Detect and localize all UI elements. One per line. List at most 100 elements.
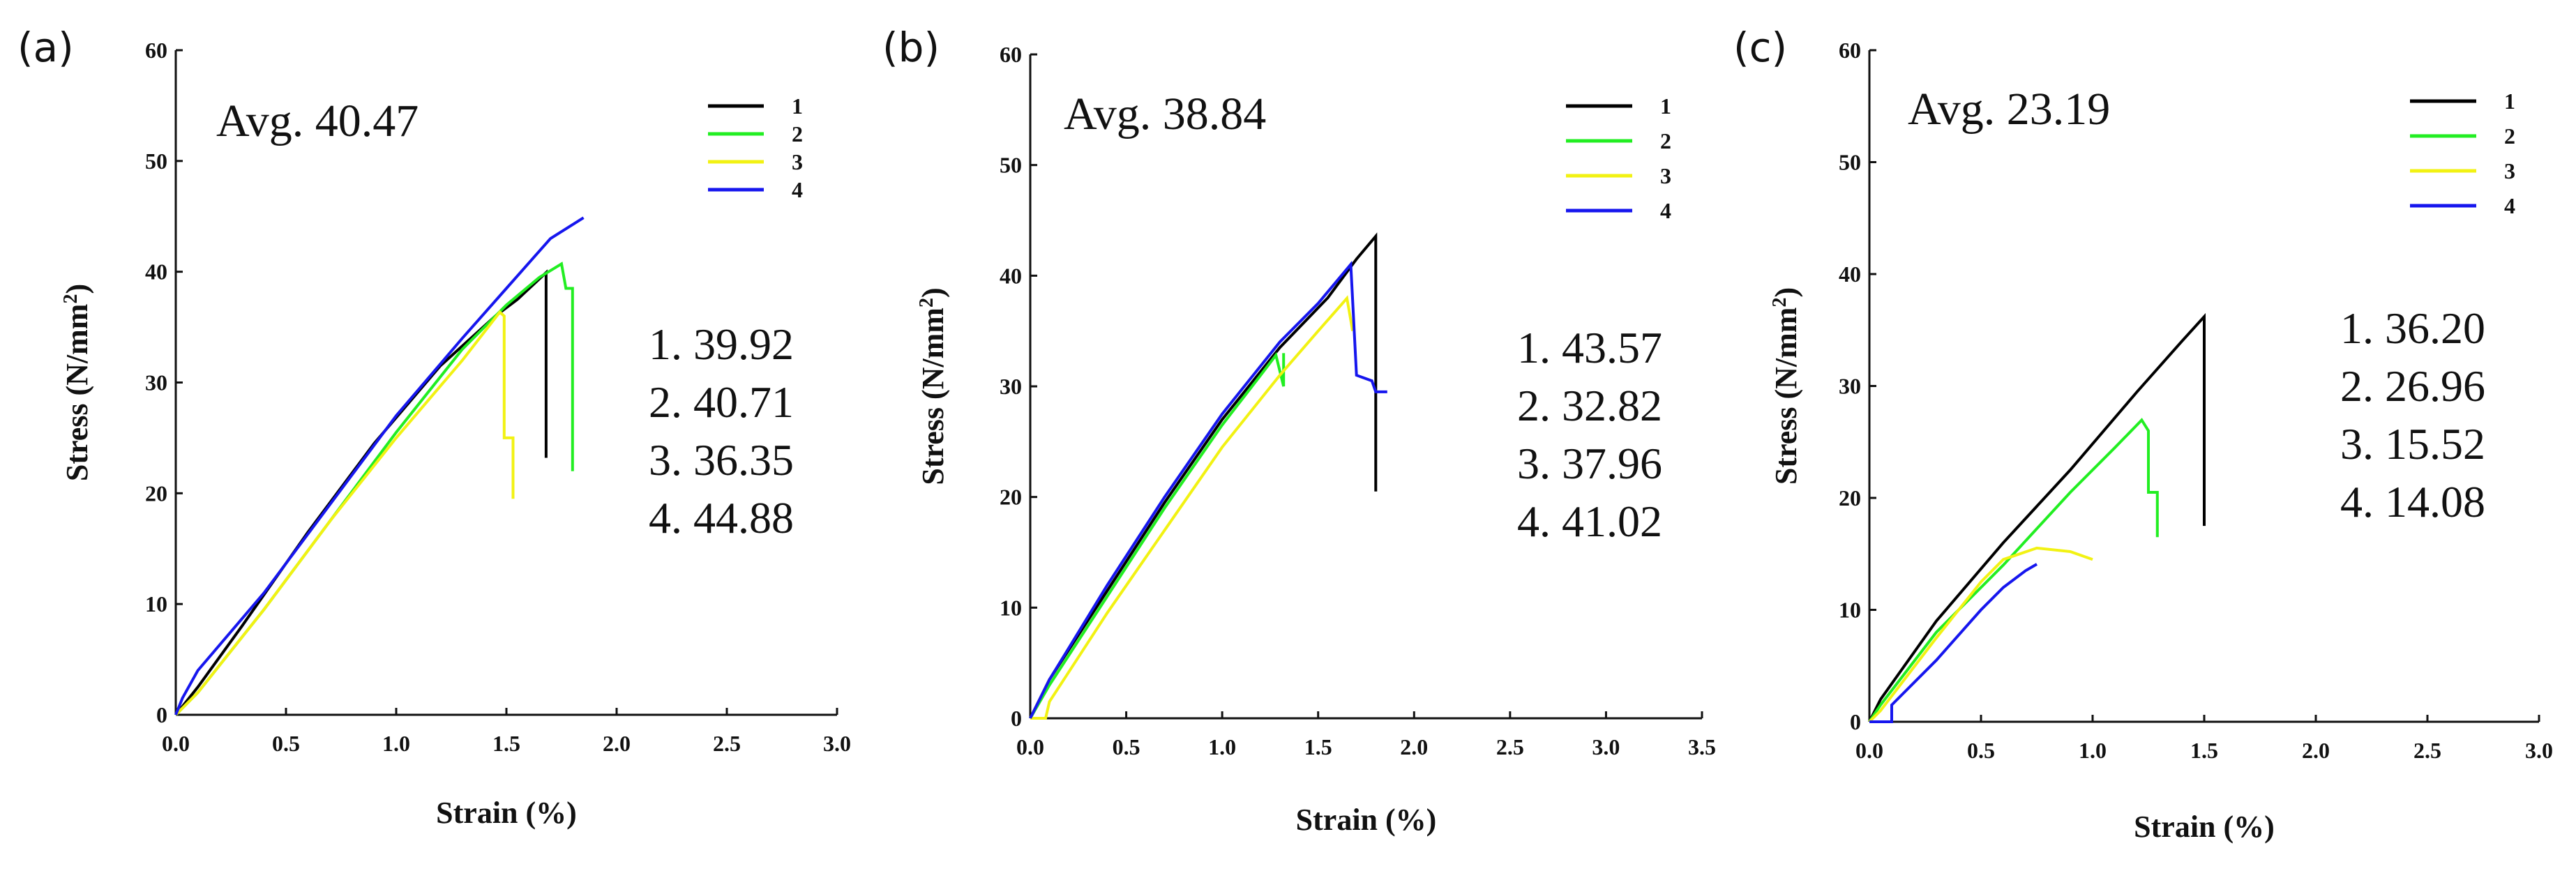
y-tick-label: 60: [1839, 38, 1861, 63]
y-tick-label: 10: [1000, 595, 1022, 620]
x-tick-label: 2.5: [1496, 734, 1524, 759]
y-tick-label: 10: [145, 591, 167, 616]
legend-label-3: 3: [792, 149, 803, 174]
series-line-4: [174, 216, 585, 715]
legend-label-2: 2: [2504, 123, 2515, 149]
y-tick-label: 30: [1000, 374, 1022, 399]
legend-label-4: 4: [2504, 193, 2515, 218]
y-tick-label: 60: [145, 38, 167, 63]
y-tick-label: 40: [145, 259, 167, 285]
x-tick-label: 1.0: [2079, 738, 2107, 763]
annotation-value: 1. 39.92: [649, 319, 794, 369]
x-tick-label: 3.5: [1688, 734, 1716, 759]
y-axis-title-superscript: 2: [916, 298, 937, 308]
y-tick-label: 20: [1839, 485, 1861, 510]
x-axis-title: Strain (%): [2134, 810, 2275, 844]
annotation-value: 3. 37.96: [1517, 439, 1662, 488]
y-tick-label: 20: [1000, 485, 1022, 510]
annotation-value: 3. 36.35: [649, 435, 794, 485]
annotation-value: 2. 40.71: [649, 377, 794, 427]
x-tick-label: 3.0: [2525, 738, 2553, 763]
legend-label-1: 1: [1660, 93, 1671, 119]
y-tick-label: 40: [1000, 263, 1022, 288]
x-tick-label: 2.0: [2302, 738, 2330, 763]
x-tick-label: 2.5: [713, 731, 741, 756]
y-tick-label: 30: [145, 370, 167, 395]
average-label: Avg. 23.19: [1908, 84, 2110, 135]
annotation-value: 1. 43.57: [1517, 323, 1662, 372]
series-line-4: [1869, 563, 2038, 723]
x-tick-label: 2.5: [2413, 738, 2441, 763]
x-tick-label: 0.0: [1855, 738, 1883, 763]
panel-c: (c) 0 10 20 30 40 50 60 0.0 0.5 1.0 1.5 2.0 2.5 3.0 Str…: [1733, 24, 2553, 844]
y-axis-title-tail: ): [916, 287, 950, 298]
annotation-value: 3. 15.52: [2340, 419, 2485, 469]
x-tick-label: 0.5: [1967, 738, 1995, 763]
x-tick-label: 0.5: [272, 731, 300, 756]
legend-label-1: 1: [792, 93, 803, 119]
series-line-1: [1029, 232, 1378, 719]
x-tick-label: 1.5: [2190, 738, 2218, 763]
y-tick-label: 40: [1839, 262, 1861, 287]
y-axis-title-main: Stress (N/mm: [916, 308, 950, 485]
y-tick-label: 0: [156, 702, 167, 727]
y-axis-title-superscript: 2: [60, 294, 82, 304]
series-line-3: [1030, 295, 1355, 720]
y-tick-label: 0: [1011, 706, 1022, 731]
average-label: Avg. 40.47: [216, 96, 419, 146]
series-line-2: [1868, 418, 2159, 723]
legend-label-3: 3: [1660, 163, 1671, 188]
legend-label-2: 2: [1660, 128, 1671, 153]
x-tick-label: 0.5: [1113, 734, 1140, 759]
annotation-value: 4. 44.88: [649, 493, 794, 543]
y-axis-title: Stress (N/mm2): [60, 284, 95, 481]
legend-label-4: 4: [1660, 198, 1671, 223]
y-axis-title-tail: ): [60, 284, 94, 294]
panel-letter: (c): [1733, 24, 1787, 71]
y-tick-label: 0: [1850, 709, 1861, 734]
x-tick-label: 2.0: [1400, 734, 1428, 759]
legend-label-3: 3: [2504, 158, 2515, 183]
panel-a: (a) 0 10 20 30 40 50 60 0.0 0.5 1.0 1.5 2.0 2.5 3.0 Str…: [17, 24, 851, 830]
series-line-2: [1029, 351, 1286, 720]
y-axis-title-main: Stress (N/mm: [1769, 308, 1803, 485]
panel-letter: (a): [17, 24, 74, 71]
x-tick-label: 0.0: [162, 731, 190, 756]
y-tick-label: 50: [1839, 150, 1861, 175]
y-axis-title-tail: ): [1769, 287, 1803, 298]
y-tick-label: 30: [1839, 374, 1861, 399]
legend-label-1: 1: [2504, 89, 2515, 114]
x-tick-label: 1.5: [492, 731, 520, 756]
series-line-3: [1868, 546, 2093, 723]
annotation-value: 2. 26.96: [2340, 361, 2485, 411]
y-axis-title-main: Stress (N/mm: [60, 304, 94, 482]
x-tick-label: 2.0: [603, 731, 631, 756]
x-axis-title: Strain (%): [436, 796, 577, 830]
x-tick-label: 3.0: [1592, 734, 1620, 759]
x-tick-label: 3.0: [823, 731, 851, 756]
y-axis-title: Stress (N/mm2): [916, 287, 951, 485]
panel-letter: (b): [882, 24, 940, 71]
series-line-4: [1029, 260, 1387, 719]
y-axis-title: Stress (N/mm2): [1769, 287, 1804, 485]
panel-b: (b) 0 10 20 30 40 50 60 0.0 0.5 1.0 1.5 2.0 2.5 3.0 3.5…: [882, 24, 1716, 837]
annotation-value: 1. 36.20: [2340, 303, 2485, 353]
average-label: Avg. 38.84: [1064, 89, 1266, 139]
y-tick-label: 50: [145, 149, 167, 174]
x-axis-title: Strain (%): [1296, 803, 1437, 837]
annotation-value: 4. 41.02: [1517, 497, 1662, 546]
legend-label-2: 2: [792, 121, 803, 146]
y-tick-label: 60: [1000, 42, 1022, 67]
legend-label-4: 4: [792, 177, 803, 202]
y-tick-label: 20: [145, 480, 167, 506]
annotation-value: 2. 32.82: [1517, 381, 1662, 430]
x-tick-label: 1.0: [382, 731, 410, 756]
x-tick-label: 0.0: [1016, 734, 1044, 759]
x-tick-label: 1.5: [1304, 734, 1332, 759]
annotation-value: 4. 14.08: [2340, 477, 2485, 527]
series-line-1: [1868, 312, 2206, 722]
y-tick-label: 50: [1000, 153, 1022, 178]
x-tick-label: 1.0: [1208, 734, 1236, 759]
y-axis-title-superscript: 2: [1769, 298, 1791, 308]
